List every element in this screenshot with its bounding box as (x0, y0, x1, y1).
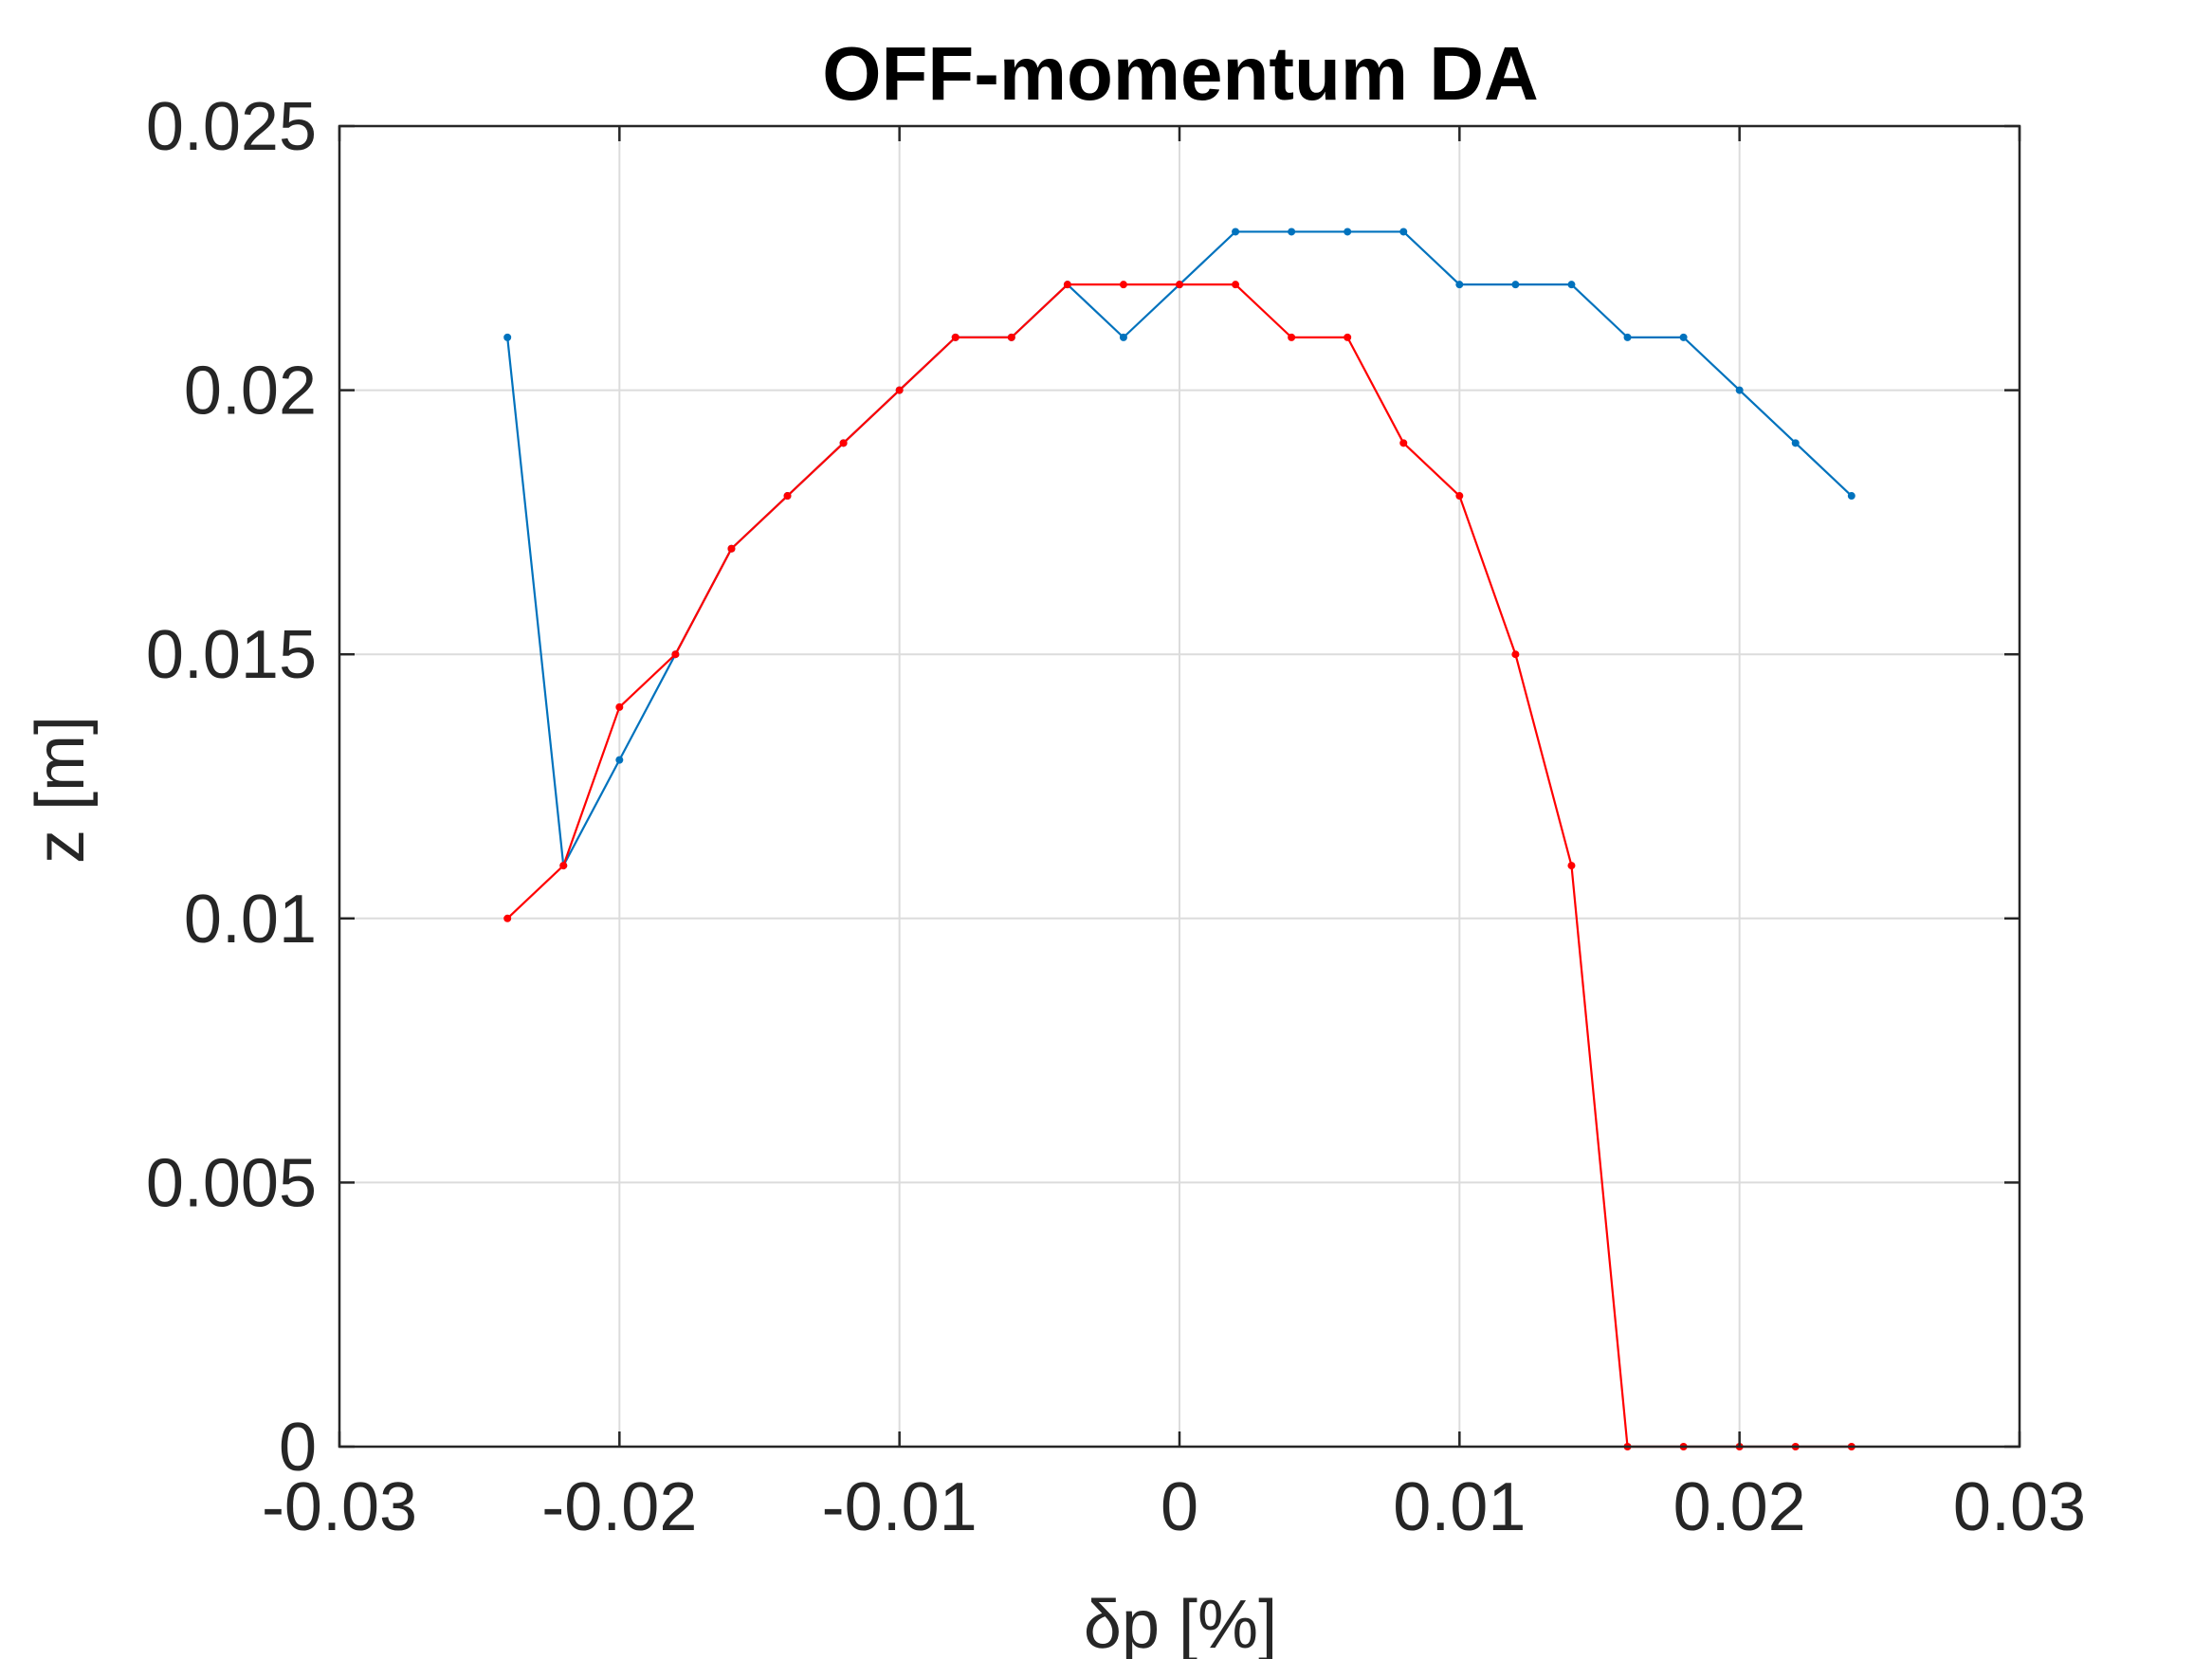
x-tick-label: 0 (1161, 1469, 1198, 1545)
y-tick-label: 0.01 (184, 882, 317, 957)
x-tick-label: 0.02 (1673, 1469, 1806, 1545)
ticks (338, 124, 2021, 1449)
series-layer (503, 228, 1856, 1450)
x-tick-label: -0.01 (822, 1469, 978, 1545)
x-tick-label: -0.02 (541, 1469, 697, 1545)
x-tick-labels: -0.03 -0.02 -0.01 0 0.01 0.02 0.03 (262, 1469, 2086, 1545)
series-2-point (1176, 281, 1183, 289)
series-2-point (1288, 333, 1296, 341)
y-tick-labels: 0 0.005 0.01 0.015 0.02 0.025 (146, 89, 317, 1486)
series-2-point (1119, 281, 1127, 289)
series-1-point (1791, 439, 1800, 447)
series-2-point (1232, 281, 1240, 289)
series-2-point (1063, 281, 1071, 289)
y-tick-label: 0.005 (146, 1145, 317, 1221)
series-2-point (503, 914, 512, 922)
y-tick-label: 0.025 (146, 89, 317, 165)
series-1-point (1735, 386, 1744, 394)
series-2-point (1567, 862, 1576, 870)
series-2-point (951, 333, 960, 341)
series-2-point (1344, 333, 1352, 341)
series-2-point (671, 650, 680, 659)
series-2-point (1511, 650, 1520, 659)
y-tick-label: 0.02 (184, 354, 317, 429)
series-1-point (1623, 333, 1632, 341)
series-1-point (1847, 492, 1856, 501)
series-2-point (1007, 333, 1015, 341)
chart-title: OFF-momentum DA (822, 31, 1539, 116)
series-1-point (1232, 228, 1240, 236)
x-tick-label: 0.03 (1953, 1469, 2086, 1545)
y-axis-label: z [m] (23, 716, 99, 864)
series-2-point (615, 702, 624, 711)
series-1-point (1399, 228, 1408, 236)
series-1-point (1511, 281, 1520, 289)
series-2-point (559, 862, 568, 870)
series-1-point (1679, 333, 1688, 341)
series-1-point (1288, 228, 1296, 236)
series-1-point (615, 756, 624, 764)
x-tick-label: -0.03 (262, 1469, 417, 1545)
x-axis-label: δp [%] (1084, 1587, 1277, 1659)
series-1-point (503, 333, 512, 341)
y-tick-label: 0 (279, 1410, 317, 1486)
series-2-point (1455, 492, 1464, 501)
series-2-point (895, 386, 904, 394)
series-2-point (839, 439, 848, 447)
y-tick-label: 0.015 (146, 617, 317, 693)
series-1-point (1344, 228, 1352, 236)
x-tick-label: 0.01 (1393, 1469, 1526, 1545)
series-2-point (783, 492, 792, 501)
series-1-point (1119, 333, 1127, 341)
series-2-point (727, 544, 736, 553)
series-2-point (1399, 439, 1408, 447)
series-1-point (1455, 281, 1464, 289)
series-1-point (1567, 281, 1576, 289)
